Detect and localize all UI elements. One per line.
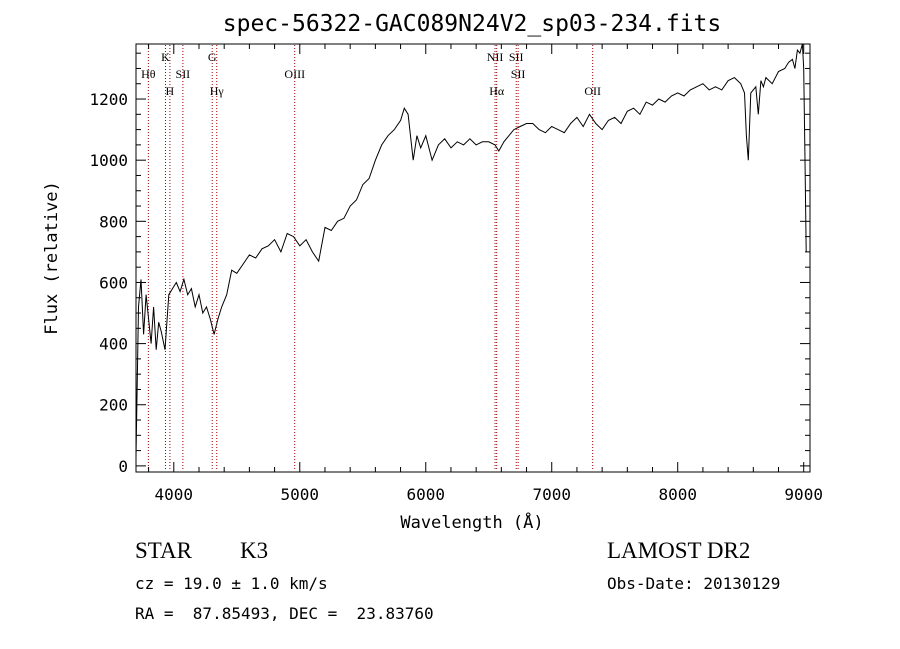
y-tick-label: 400 [99,335,128,354]
obs-date: Obs-Date: 20130129 [607,574,781,593]
coordinates: RA = 87.85493, DEC = 23.83760 [135,604,434,623]
object-subclass: K3 [240,538,269,563]
x-tick-label: 7000 [532,485,571,504]
spectrum-line [135,43,807,457]
x-axis-label: Wavelength (Å) [400,511,543,533]
y-tick-label: 800 [99,212,128,231]
spectral-line-label: OIII [284,67,305,81]
y-tick-label: 0 [118,457,128,476]
chart-title: spec-56322-GAC089N24V2_sp03-234.fits [223,11,722,37]
spectral-line-label: SII [511,67,526,81]
y-tick-label: 200 [99,396,128,415]
y-tick-label: 1000 [89,151,128,170]
spectral-line-label: Hα [489,84,505,98]
x-tick-label: 4000 [155,485,194,504]
spectral-line-label: Hγ [210,84,225,98]
x-tick-label: 9000 [784,485,823,504]
y-axis-label: Flux (relative) [42,181,62,335]
x-tick-label: 5000 [281,485,320,504]
x-tick-label: 8000 [658,485,697,504]
spectral-line-label: Hθ [141,67,156,81]
spectral-line-label: G [208,50,217,64]
plot-frame [135,43,811,473]
spectral-line-label: H [166,84,175,98]
spectral-line-label: SII [176,67,191,81]
spectral-line-label: SII [509,50,524,64]
spectral-line-label: NII [487,50,504,64]
y-tick-label: 600 [99,273,128,292]
x-tick-label: 6000 [406,485,445,504]
object-class: STAR [135,538,192,563]
survey-label: LAMOST DR2 [607,538,751,563]
y-tick-label: 1200 [89,90,128,109]
spectral-line-label: K [161,50,170,64]
spectral-line-label: OII [584,84,601,98]
redshift-readout: cz = 19.0 ± 1.0 km/s [135,574,328,593]
axis-ticks: 4000 5000 6000 7000 8000 9000 0 200 400 600 800 100… [89,44,823,504]
